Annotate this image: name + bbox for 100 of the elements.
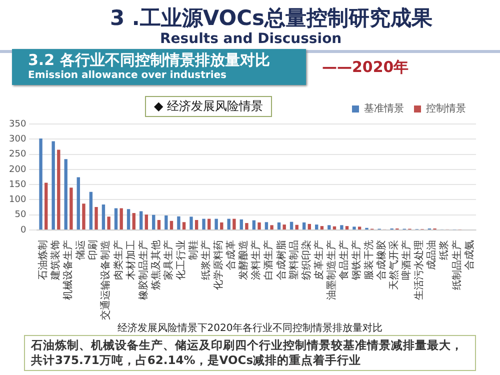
bar (340, 225, 344, 230)
y-tick-label: 150 (8, 180, 26, 190)
y-tick-label: 350 (8, 119, 26, 130)
bar (290, 222, 294, 230)
x-tick-label: 合成革 (225, 240, 238, 270)
x-tick-label: 服装干洗 (363, 240, 376, 280)
bar (89, 192, 93, 230)
x-tick-label: 纸浆生产 (200, 240, 212, 280)
x-tick-label: 纺织印染 (300, 240, 312, 280)
bar (182, 222, 186, 230)
bar (126, 209, 130, 230)
bar (320, 226, 324, 230)
bar (332, 226, 336, 230)
x-tick-label: 成品油 (426, 240, 438, 270)
bar (240, 219, 243, 230)
bar (270, 225, 274, 230)
chart-title: ◆ 经济发展风险情景 (145, 96, 272, 117)
text: 石油炼制、机械设备生产、储运及印刷四个行业控制情景较基准情景减排量最大，共计375.71万吨，占62.14%，是VOCs减排的重点着手行业 (24, 335, 476, 371)
bar (358, 226, 362, 230)
x-tick-label: 发酵酿造 (238, 240, 250, 280)
bar (277, 222, 281, 230)
x-tick-label: 储运 (74, 240, 87, 260)
x-tick-label: 制鞋 (187, 240, 200, 260)
x-tick-label: 机械设备生产 (62, 240, 74, 300)
bar (258, 222, 261, 230)
bar (39, 138, 42, 230)
bar (44, 182, 48, 230)
bar (82, 204, 86, 230)
x-tick-label: 纸制品生产 (450, 240, 463, 290)
x-tick-label: 合成树脂 (275, 240, 288, 280)
bar (202, 218, 206, 230)
bar (345, 226, 349, 230)
bar (102, 204, 106, 230)
bar (120, 208, 123, 230)
bar (190, 216, 193, 230)
x-tick-label: 化工行业 (174, 240, 187, 280)
x-tick-label: 塑料制品 (288, 240, 300, 280)
x-tick-label: 印刷 (87, 240, 100, 260)
bar (107, 216, 110, 230)
bar (52, 141, 55, 230)
bar (315, 224, 318, 230)
bar (70, 188, 73, 230)
bar (114, 208, 118, 230)
x-tick-label: 涂料生产 (250, 240, 262, 280)
bar (94, 206, 98, 230)
x-tick-label: 食品生产 (338, 240, 350, 280)
x-tick-label: 合成氨 (463, 240, 476, 270)
text: 3 .工业源VOCs总量控制研究成果 (110, 5, 433, 32)
y-tick-label: 0 (20, 225, 26, 236)
bar (220, 222, 224, 230)
bar (295, 224, 298, 230)
bar (352, 226, 356, 230)
x-tick-label: 肉类生产 (112, 240, 124, 280)
bar (308, 224, 312, 230)
text: 3.2 各行业不同控制情景排放量对比 (28, 51, 270, 70)
bar (139, 211, 143, 230)
bar (144, 214, 148, 230)
y-tick-label: 100 (8, 195, 26, 206)
x-tick-label: 油墨制造生产 (325, 240, 338, 300)
bar (177, 216, 180, 230)
bar (164, 215, 168, 230)
bar (252, 220, 256, 230)
x-tick-label: 建筑装饰 (50, 240, 62, 281)
x-tick-label: 化学原料药 (212, 240, 225, 290)
bar (152, 214, 156, 230)
bar (302, 222, 306, 230)
bar (157, 220, 161, 230)
x-tick-label: 橡胶制品生产 (137, 240, 150, 300)
x-tick-label: 木材加工 (124, 240, 137, 280)
text: 经济发展风险情景下2020年各行业不同控制情景排放量对比 (116, 322, 384, 335)
x-tick-label: 天然气开采 (388, 240, 400, 290)
y-tick-label: 300 (8, 134, 26, 144)
text: Results and Discussion (160, 31, 342, 47)
x-tick-label: 皮革生产 (312, 240, 325, 280)
bar (227, 218, 230, 230)
bar (328, 225, 331, 230)
x-tick-label: 钢铁生产 (350, 240, 362, 281)
x-tick-label: 家具生产 (162, 240, 174, 280)
y-tick-label: 250 (8, 150, 26, 160)
bar (282, 224, 286, 230)
x-tick-label: 合成橡胶 (376, 240, 388, 280)
text: Emission allowance over industries (28, 70, 226, 81)
bar (76, 177, 80, 230)
bar (245, 223, 248, 230)
bar (64, 159, 68, 230)
x-tick-label: 炼焦及其他 (150, 240, 162, 290)
bar (132, 213, 136, 230)
bar (214, 218, 218, 230)
x-tick-label: 石油炼制 (37, 240, 50, 280)
bar (194, 220, 198, 230)
x-tick-label: 啤酒生产 (400, 240, 413, 280)
bar (57, 150, 60, 230)
bar (170, 220, 174, 230)
text: ——2020年 (322, 58, 409, 77)
y-tick-label: 200 (8, 164, 26, 175)
legend-label: 基准情景 (364, 102, 404, 115)
x-tick-label: 交通运输设备制造 (100, 240, 112, 320)
bar (232, 218, 236, 230)
y-tick-label: 50 (14, 210, 26, 220)
x-tick-label: 纸浆 (438, 240, 450, 260)
